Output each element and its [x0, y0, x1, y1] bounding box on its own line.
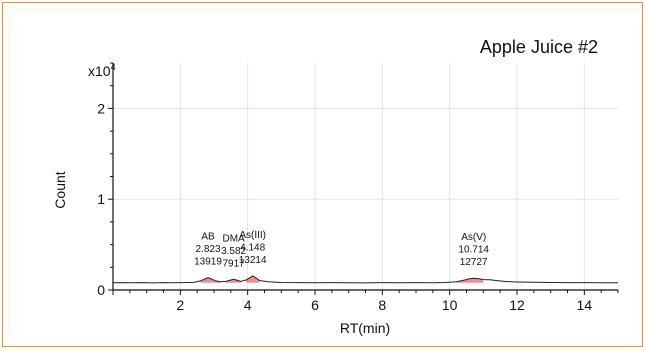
peak-rt-3: 10.714 — [458, 245, 489, 256]
peak-name-3: As(V) — [461, 232, 486, 243]
y-multiplier-label: x104 — [88, 62, 116, 79]
x-tick-label-4: 10 — [442, 297, 458, 313]
y-multiplier-exponent: 4 — [111, 62, 116, 72]
chromatogram-trace — [112, 275, 618, 284]
chart-title: Apple Juice #2 — [480, 37, 598, 57]
axes — [108, 62, 619, 295]
grid-lines — [113, 63, 618, 290]
peak-fill-1 — [225, 279, 241, 283]
x-tick-label-6: 14 — [577, 297, 593, 313]
peak-label-0: AB2.823 13919 — [194, 232, 222, 268]
peak-rt-0: 2.823 — [196, 244, 221, 255]
peak-area-3: 12727 — [460, 257, 488, 268]
chart-frame — [2, 2, 643, 347]
x-tick-label-5: 12 — [509, 297, 525, 313]
peak-label-2: As(III)4.148 13214 — [239, 230, 267, 266]
y-multiplier-base: x10 — [88, 63, 111, 79]
peak-rt-1: 3.582 — [221, 246, 246, 257]
peak-rt-2: 4.148 — [240, 242, 265, 253]
peak-fill-3 — [456, 278, 484, 283]
peak-fills — [200, 275, 484, 283]
x-tick-label-3: 8 — [378, 297, 386, 313]
y-tick-label-2: 2 — [97, 100, 105, 116]
y-tick-label-1: 1 — [97, 191, 105, 207]
peak-name-1: DMA — [222, 233, 245, 244]
x-tick-label-0: 2 — [176, 297, 184, 313]
peak-name-0: AB — [201, 232, 215, 243]
y-axis-title: Count — [52, 171, 68, 208]
x-tick-label-1: 4 — [244, 297, 252, 313]
x-tick-label-2: 6 — [311, 297, 319, 313]
x-axis-title: RT(min) — [340, 320, 390, 336]
peak-name-2: As(III) — [239, 230, 266, 241]
peak-area-1: 7917 — [222, 258, 245, 269]
y-tick-label-0: 0 — [97, 282, 105, 298]
peak-fill-2 — [246, 275, 260, 283]
peak-area-2: 13214 — [239, 255, 267, 266]
peak-area-0: 13919 — [194, 257, 222, 268]
